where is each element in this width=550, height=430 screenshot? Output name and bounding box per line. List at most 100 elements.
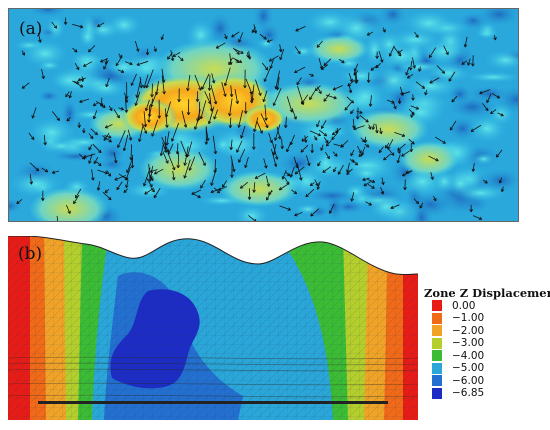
vector-shaft xyxy=(232,47,240,55)
base-layer xyxy=(38,401,388,404)
vector-shaft xyxy=(248,215,256,221)
vector-head xyxy=(303,139,308,143)
vector-head xyxy=(362,177,366,182)
vector-shaft xyxy=(479,89,491,94)
legend-label: −3.00 xyxy=(452,337,485,349)
vector-shaft xyxy=(325,94,337,99)
vector-shaft xyxy=(100,58,108,63)
vector-head xyxy=(218,187,222,191)
vector-head xyxy=(390,205,394,210)
vector-shaft xyxy=(117,69,125,73)
vector-shaft xyxy=(28,132,35,140)
vector-head xyxy=(445,51,449,55)
vector-head xyxy=(56,117,60,121)
vector-shaft xyxy=(339,59,345,64)
vector-head xyxy=(193,126,198,130)
cyan-patch xyxy=(71,50,102,77)
vector-shaft xyxy=(198,101,201,120)
vector-shaft xyxy=(153,187,161,199)
vector-field-plot xyxy=(9,9,518,221)
vector-head xyxy=(136,48,140,52)
vector-shaft xyxy=(97,169,108,174)
vector-head xyxy=(105,83,109,88)
vector-shaft xyxy=(162,151,169,164)
vector-shaft xyxy=(97,181,101,191)
vector-head xyxy=(354,80,358,84)
vector-shaft xyxy=(393,46,402,57)
vector-head xyxy=(314,87,319,92)
vector-head xyxy=(199,115,204,120)
vector-shaft xyxy=(346,96,354,104)
vector-head xyxy=(228,125,233,129)
panel-b-label: (b) xyxy=(18,244,43,264)
vector-head xyxy=(381,181,385,185)
vector-shaft xyxy=(254,172,266,179)
vector-shaft xyxy=(356,110,363,114)
vector-head xyxy=(108,196,112,201)
vector-shaft xyxy=(88,144,93,151)
vector-shaft xyxy=(251,26,256,33)
vector-head xyxy=(247,196,252,200)
vector-shaft xyxy=(212,135,217,154)
vector-head xyxy=(92,115,97,120)
vector-shaft xyxy=(365,201,372,206)
vector-shaft xyxy=(279,205,291,211)
vector-shaft xyxy=(151,119,159,137)
vector-shaft xyxy=(414,31,419,38)
vector-head xyxy=(365,144,370,148)
vector-head xyxy=(171,138,175,142)
vector-shaft xyxy=(353,70,359,76)
legend-title: Zone Z Displacement xyxy=(424,286,550,300)
vector-head xyxy=(130,82,134,86)
deep-patch xyxy=(35,88,63,104)
vector-shaft xyxy=(143,74,149,89)
vector-head xyxy=(316,186,320,190)
vector-head xyxy=(350,152,354,157)
vector-shaft xyxy=(113,152,117,164)
vector-shaft xyxy=(326,140,332,147)
vector-head xyxy=(165,149,170,153)
cyan-patch xyxy=(484,49,518,71)
vector-head xyxy=(38,39,42,43)
vector-shaft xyxy=(271,148,277,167)
vector-head xyxy=(142,183,147,187)
vector-shaft xyxy=(419,202,424,209)
vector-head xyxy=(160,36,165,40)
vector-head xyxy=(120,107,124,111)
vector-head xyxy=(349,78,353,83)
vector-shaft xyxy=(150,187,155,193)
vector-head xyxy=(352,125,356,129)
vector-head xyxy=(301,101,305,105)
vector-head xyxy=(478,216,483,221)
vector-shaft xyxy=(279,44,282,52)
vector-head xyxy=(90,135,94,140)
vector-shaft xyxy=(189,156,196,171)
vector-head xyxy=(400,92,404,96)
vector-shaft xyxy=(230,139,233,150)
vector-shaft xyxy=(290,166,295,178)
vector-head xyxy=(266,197,270,201)
vector-head xyxy=(277,136,282,140)
vector-head xyxy=(167,56,171,60)
vector-shaft xyxy=(384,142,390,149)
vector-head xyxy=(243,110,248,114)
vector-head xyxy=(124,109,129,113)
vector-shaft xyxy=(464,36,468,48)
vector-shaft xyxy=(367,183,375,189)
vector-shaft xyxy=(470,124,482,132)
vector-head xyxy=(375,130,379,134)
vector-head xyxy=(162,91,166,95)
vector-shaft xyxy=(294,46,301,55)
vector-head xyxy=(186,112,191,116)
vector-shaft xyxy=(313,135,318,141)
vector-shaft xyxy=(401,150,410,157)
vector-shaft xyxy=(236,140,243,153)
vector-head xyxy=(382,29,386,33)
vector-head xyxy=(82,130,86,134)
vector-shaft xyxy=(183,159,191,179)
vector-shaft xyxy=(240,182,248,189)
vector-shaft xyxy=(21,50,25,56)
vector-head xyxy=(371,179,376,184)
vector-shaft xyxy=(369,95,372,107)
vector-shaft xyxy=(397,143,406,151)
